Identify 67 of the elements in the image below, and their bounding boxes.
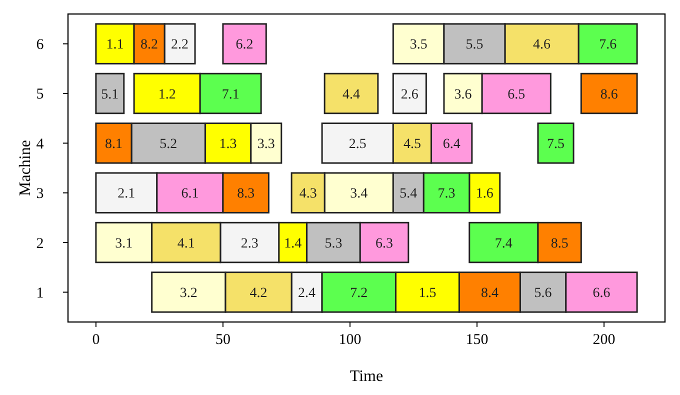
annotation: 7.4 bbox=[494, 236, 512, 252]
annotation: 4.5 bbox=[403, 137, 421, 152]
y-tick-label: 4 bbox=[36, 136, 44, 152]
bar bbox=[392, 72, 427, 114]
annotation: 8.5 bbox=[550, 236, 568, 252]
annotation: 7.3 bbox=[438, 186, 456, 202]
annotation: 4.1 bbox=[177, 236, 195, 252]
x-tick-label: 100 bbox=[338, 332, 362, 348]
annotation: 8.4 bbox=[480, 286, 498, 302]
annotation: 5.3 bbox=[324, 236, 342, 252]
y-tick-label: 5 bbox=[36, 86, 44, 103]
annotation: 7.5 bbox=[547, 137, 565, 152]
annotation: 5.2 bbox=[160, 137, 178, 152]
y-tick-label: 6 bbox=[36, 37, 44, 54]
y-axis-title: Machine bbox=[17, 140, 34, 196]
annotation: 2.5 bbox=[348, 137, 366, 152]
x-tick-label: 50 bbox=[215, 332, 230, 348]
annotation: 5.6 bbox=[534, 286, 552, 302]
y-tick-label: 3 bbox=[36, 186, 44, 202]
bar bbox=[537, 122, 574, 164]
annotation: 3.3 bbox=[257, 137, 275, 152]
annotation: 4.2 bbox=[250, 286, 268, 302]
annotation: 1.6 bbox=[476, 186, 494, 202]
annotation: 3.4 bbox=[350, 186, 368, 202]
annotation: 1.1 bbox=[106, 38, 124, 53]
y-tick-label: 1 bbox=[36, 285, 44, 302]
annotation: 2.3 bbox=[240, 236, 258, 252]
annotation: 7.1 bbox=[222, 87, 240, 102]
y-tick-label: 2 bbox=[36, 236, 44, 252]
annotation: 3.2 bbox=[180, 286, 198, 302]
annotation: 6.1 bbox=[181, 186, 199, 202]
annotation: 8.2 bbox=[140, 38, 158, 53]
x-axis-title: Time bbox=[350, 368, 384, 385]
annotation: 2.2 bbox=[171, 38, 189, 53]
annotation: 2.4 bbox=[298, 286, 316, 302]
annotation: 3.1 bbox=[115, 236, 133, 252]
x-tick-label: 0 bbox=[92, 332, 100, 348]
annotation: 6.5 bbox=[508, 87, 526, 102]
annotation: 5.5 bbox=[466, 38, 484, 53]
annotation: 3.6 bbox=[454, 87, 472, 102]
annotation: 1.3 bbox=[219, 137, 237, 152]
bar bbox=[580, 72, 638, 114]
x-tick-label: 150 bbox=[466, 332, 488, 348]
bar bbox=[222, 23, 267, 64]
annotation: 3.5 bbox=[410, 38, 428, 53]
annotation: 6.6 bbox=[592, 286, 610, 302]
annotation: 5.1 bbox=[101, 87, 119, 102]
x-tick-label: 200 bbox=[592, 332, 616, 348]
annotation: 6.3 bbox=[376, 236, 394, 252]
annotation: 4.6 bbox=[533, 38, 551, 53]
annotation: 2.6 bbox=[400, 87, 418, 102]
annotation: 7.6 bbox=[599, 38, 617, 53]
annotation: 2.1 bbox=[118, 186, 136, 202]
annotation: 1.5 bbox=[418, 286, 436, 302]
annotation: 8.3 bbox=[237, 186, 255, 202]
annotation: 4.3 bbox=[299, 186, 317, 202]
annotation: 5.4 bbox=[400, 186, 418, 202]
annotation: 8.1 bbox=[104, 137, 122, 152]
annotation: 6.4 bbox=[442, 137, 460, 152]
annotation: 1.4 bbox=[284, 236, 302, 252]
annotation: 8.6 bbox=[600, 87, 618, 102]
annotation: 7.2 bbox=[350, 286, 368, 302]
annotation: 6.2 bbox=[236, 38, 254, 53]
annotation: 1.2 bbox=[158, 87, 176, 102]
bar bbox=[95, 72, 125, 114]
annotation: 4.4 bbox=[342, 87, 360, 102]
bar bbox=[324, 72, 379, 114]
